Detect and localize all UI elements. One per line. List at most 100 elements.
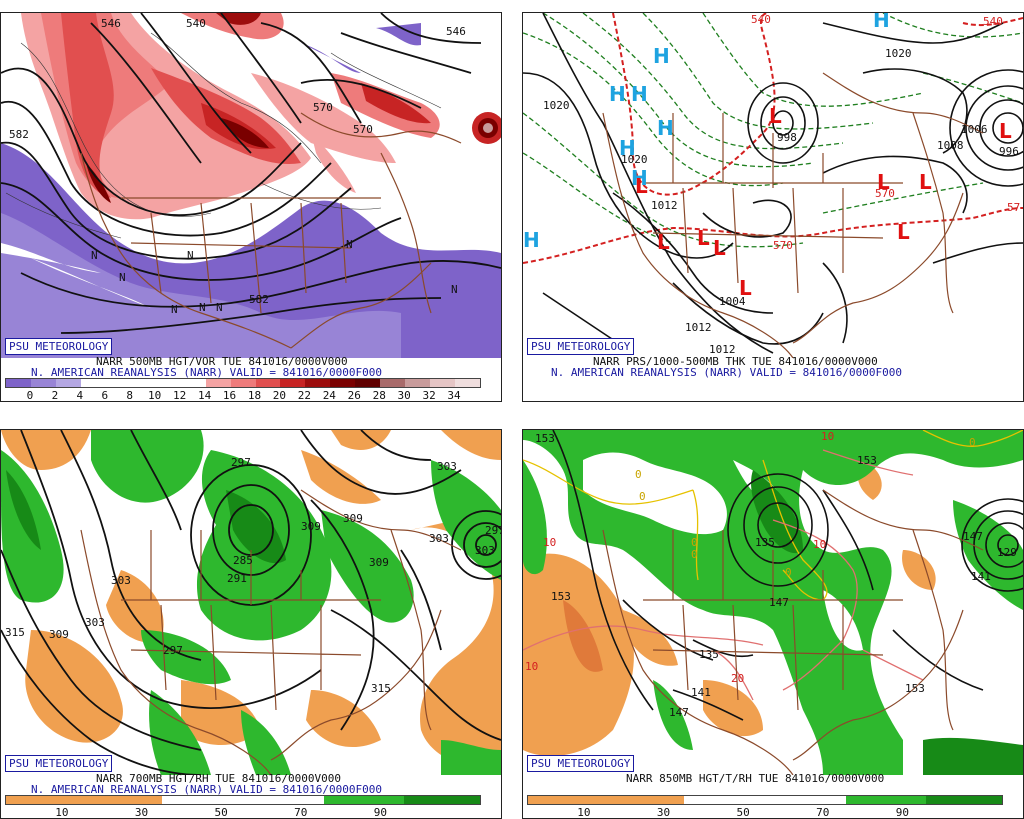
low-pressure-marker: L [919,170,932,194]
legend-tick-label: 30 [397,389,411,402]
psu-meteorology-badge: PSU METEOROLOGY [527,338,635,355]
height-label: 147 [769,596,789,609]
height-label: 147 [669,706,689,719]
height-label: 303 [475,544,495,557]
panel-valid-time: N. AMERICAN REANALYSIS (NARR) VALID = 84… [551,366,902,379]
isobar-label: 1020 [543,99,570,112]
map-500mb: 546 540 582 570 570 546 582 N N N N N N … [1,13,501,358]
temperature-label: 10 [821,430,834,443]
rh-legend-ticks: 10 30 50 70 90 [5,806,479,818]
high-pressure-marker: H [619,136,636,160]
high-pressure-marker: H [609,82,626,106]
high-pressure-marker: H [523,228,540,252]
low-pressure-marker: L [713,236,726,260]
low-pressure-marker: L [697,226,710,250]
legend-tick-label: 30 [656,806,671,819]
panel-valid-time: N. AMERICAN REANALYSIS (NARR) VALID = 84… [31,783,382,796]
height-label: 309 [369,556,389,569]
height-label: 297 [231,456,251,469]
contour-label: 582 [249,293,269,306]
thickness-contour-540 [612,13,776,196]
legend-tick-label: 10 [55,806,69,819]
legend-tick-label: 18 [247,389,262,402]
panel-title: NARR 850MB HGT/T/RH TUE 841016/0000V000 [626,772,885,785]
legend-tick-label: 6 [101,389,109,402]
low-pressure-marker: L [635,174,648,198]
legend-swatch [405,379,431,387]
temperature-label: 10 [813,538,826,551]
height-label: 141 [691,686,711,699]
legend-tick-label: 50 [214,806,228,819]
height-label: 315 [5,626,25,639]
temperature-label: 0 [969,436,976,449]
legend-swatch [280,379,306,387]
legend-tick-label: 70 [816,806,830,819]
thickness-label: 540 [751,13,771,26]
legend-swatch [80,379,106,387]
psu-meteorology-badge: PSU METEOROLOGY [5,338,113,355]
low-pressure-marker: L [877,170,890,194]
isobar-label: 998 [777,131,797,144]
panel-valid-time: N. AMERICAN REANALYSIS (NARR) VALID = 84… [31,366,382,379]
legend-tick-label: 10 [577,806,591,819]
rh-color-legend [527,795,1003,805]
isobar-label: 1012 [685,321,712,334]
legend-swatch [6,379,31,387]
thickness-label: 540 [983,15,1003,28]
isobar-label: 1012 [651,199,678,212]
legend-tick-label: 4 [76,389,84,402]
legend-swatch [155,379,181,387]
height-label: 315 [371,682,391,695]
thickness-contour-570 [523,207,1023,264]
panel-title: NARR 500MB HGT/VOR TUE 841016/0000V000 [96,355,348,368]
height-label: 153 [535,432,555,445]
vorticity-legend-ticks: 0 2 4 6 8 10 12 14 16 18 20 22 24 26 28 30 32 34 [5,389,479,401]
legend-tick-label: 14 [197,389,212,402]
low-pressure-marker: L [897,220,910,244]
psu-meteorology-badge: PSU METEOROLOGY [527,755,635,772]
temperature-label: 0 [691,548,698,561]
legend-swatch [305,379,331,387]
contour-label: N [171,303,178,316]
legend-tick-label: 26 [347,389,361,402]
legend-swatch [380,379,406,387]
height-label: 141 [971,570,991,583]
vorticity-color-legend [5,378,481,388]
height-label: 129 [997,546,1017,559]
panel-title: NARR 700MB HGT/RH TUE 841016/0000V000 [96,772,342,785]
legend-swatch [130,379,156,387]
legend-tick-label: 34 [447,389,461,402]
map-700mb-rh: 297 303 303 309 315 309 303 309 303 297 … [1,430,501,775]
legend-tick-label: 16 [222,389,237,402]
contour-label: 540 [186,17,206,30]
height-label: 303 [85,616,105,629]
height-label: 147 [963,530,983,543]
temperature-label: 0 [691,536,698,549]
panel-850mb-height-temperature-rh: 153 153 153 147 141 135 147 153 147 141 … [522,429,1024,819]
isobar-label: 1006 [961,123,988,136]
high-pressure-marker: H [657,116,674,140]
low-pressure-marker: L [769,104,782,128]
contour-label: N [199,301,206,314]
height-label: 153 [905,682,925,695]
high-pressure-marker: H [653,44,670,68]
panel-sea-level-pressure-thickness: H H H H H H H H L L L L L L L L L L 1020… [522,12,1024,402]
height-label: 291 [227,572,247,585]
height-label: 309 [343,512,363,525]
legend-tick-label: 30 [134,806,149,819]
high-pressure-marker: H [873,13,890,32]
rh-color-legend [5,795,481,805]
legend-tick-label: 12 [173,389,187,402]
contour-label: 570 [313,101,333,114]
legend-swatch [355,379,381,387]
contour-label: 546 [101,17,121,30]
thickness-label: 570 [773,239,793,252]
temperature-label: 20 [731,672,744,685]
contour-label: N [346,238,353,251]
legend-swatch [180,379,206,387]
legend-tick-label: 90 [373,806,388,819]
isobar-label: 1020 [621,153,648,166]
rh-legend-ticks: 10 30 50 70 90 [527,806,1001,818]
height-label: 153 [551,590,571,603]
temperature-label: 0 [635,468,642,481]
